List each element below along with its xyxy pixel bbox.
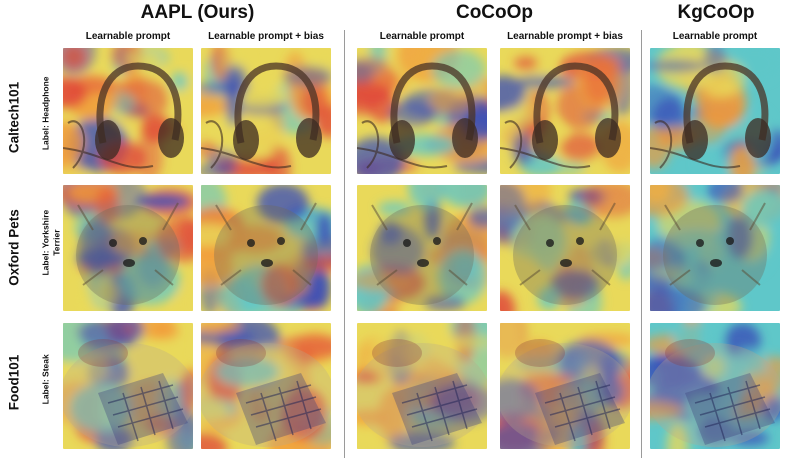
row-sublabel-line: Label: Headphone <box>40 76 51 151</box>
heatmap-tile-dog <box>63 185 193 311</box>
col-label-kgcoop-prompt: Learnable prompt <box>672 31 758 42</box>
row-sublabel-steak: Label: Steak <box>41 334 52 424</box>
heatmap-tile-steak <box>650 323 780 449</box>
row-sublabel-yorkshire: Label: Yorkshire Terrier <box>40 198 61 288</box>
heatmap-tile-dog <box>357 185 487 311</box>
heatmap-tile-steak <box>357 323 487 449</box>
row-label-oxford-pets: Oxford Pets <box>6 209 22 286</box>
row-label-food101: Food101 <box>6 354 22 411</box>
heatmap-tile-steak <box>500 323 630 449</box>
heatmap-tile-headphone <box>357 48 487 174</box>
group-divider <box>641 30 642 458</box>
heatmap-tile-steak <box>63 323 193 449</box>
row-sublabel-line: Terrier <box>51 229 61 256</box>
heatmap-tile-headphone <box>63 48 193 174</box>
row-sublabel-headphone: Label: Headphone <box>41 68 52 158</box>
group-divider <box>344 30 345 458</box>
method-title-aapl: AAPL (Ours) <box>140 2 255 23</box>
heatmap-tile-dog <box>650 185 780 311</box>
heatmap-tile-dog <box>500 185 630 311</box>
method-title-kgcoop: KgCoOp <box>677 2 755 23</box>
row-sublabel-line: Label: Yorkshire <box>40 209 51 276</box>
col-label-cocoop-prompt-bias: Learnable prompt + bias <box>507 31 623 42</box>
heatmap-tile-dog <box>201 185 331 311</box>
row-sublabel-line: Label: Steak <box>40 354 51 405</box>
col-label-aapl-prompt: Learnable prompt <box>85 31 171 42</box>
method-title-cocoop: CoCoOp <box>455 2 534 23</box>
row-label-caltech101: Caltech101 <box>6 81 22 154</box>
heatmap-tile-headphone <box>650 48 780 174</box>
heatmap-tile-steak <box>201 323 331 449</box>
col-label-aapl-prompt-bias: Learnable prompt + bias <box>208 31 324 42</box>
col-label-cocoop-prompt: Learnable prompt <box>379 31 465 42</box>
heatmap-tile-headphone <box>201 48 331 174</box>
heatmap-tile-headphone <box>500 48 630 174</box>
